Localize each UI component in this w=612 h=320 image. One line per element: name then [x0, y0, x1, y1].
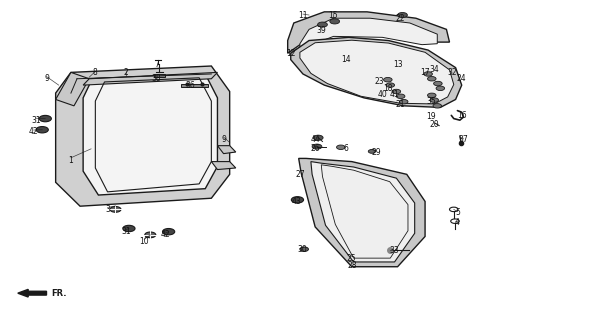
Text: 31: 31 — [121, 227, 131, 236]
Circle shape — [434, 81, 442, 86]
Text: 21: 21 — [396, 100, 405, 109]
Text: 44: 44 — [310, 135, 320, 144]
Polygon shape — [288, 12, 449, 53]
Circle shape — [291, 197, 304, 203]
Circle shape — [145, 232, 156, 238]
Circle shape — [384, 77, 392, 82]
Circle shape — [330, 19, 340, 24]
Circle shape — [318, 22, 327, 27]
Circle shape — [400, 100, 408, 104]
Circle shape — [397, 94, 405, 99]
Text: 6: 6 — [343, 144, 348, 153]
Circle shape — [123, 225, 135, 232]
Circle shape — [337, 145, 345, 149]
Text: 34: 34 — [430, 65, 439, 74]
Circle shape — [386, 83, 395, 87]
Polygon shape — [83, 74, 217, 195]
Text: 32: 32 — [448, 68, 457, 77]
Text: FR.: FR. — [51, 289, 66, 298]
Circle shape — [36, 126, 48, 133]
Polygon shape — [56, 72, 89, 106]
Polygon shape — [299, 158, 425, 267]
Circle shape — [110, 206, 121, 212]
Text: 8: 8 — [93, 68, 98, 77]
Polygon shape — [18, 289, 47, 297]
Text: 35: 35 — [427, 97, 436, 106]
Text: 22: 22 — [396, 14, 405, 23]
Circle shape — [368, 149, 376, 153]
Text: 17: 17 — [420, 68, 430, 77]
Text: 26: 26 — [310, 144, 320, 153]
Circle shape — [392, 89, 401, 94]
Circle shape — [163, 228, 174, 235]
Polygon shape — [56, 66, 230, 206]
Text: 9: 9 — [221, 135, 226, 144]
Text: 7: 7 — [154, 60, 159, 69]
Text: 36: 36 — [185, 81, 195, 90]
Circle shape — [313, 135, 323, 140]
Text: 4: 4 — [455, 218, 460, 227]
Polygon shape — [83, 72, 217, 85]
Text: 33: 33 — [390, 246, 400, 255]
Text: 28: 28 — [347, 261, 357, 270]
Polygon shape — [300, 40, 453, 104]
Polygon shape — [291, 37, 461, 108]
Polygon shape — [154, 74, 165, 76]
Text: 31: 31 — [31, 116, 41, 125]
Text: 27: 27 — [295, 170, 305, 179]
Text: 29: 29 — [371, 148, 381, 156]
Text: 23: 23 — [375, 77, 384, 86]
Text: 42: 42 — [161, 230, 170, 239]
Text: 37: 37 — [458, 135, 468, 144]
Polygon shape — [217, 146, 236, 154]
Text: 18: 18 — [384, 84, 393, 93]
Text: 10: 10 — [140, 237, 149, 246]
Text: 16: 16 — [457, 111, 466, 120]
Text: 13: 13 — [393, 60, 403, 69]
Text: 14: 14 — [341, 55, 351, 64]
Text: 2: 2 — [124, 68, 129, 77]
Text: 5: 5 — [455, 208, 460, 217]
Text: 38: 38 — [152, 74, 161, 83]
Text: 42: 42 — [29, 127, 39, 136]
Circle shape — [433, 104, 441, 108]
Circle shape — [312, 144, 322, 149]
Circle shape — [430, 98, 439, 102]
Text: 11: 11 — [298, 11, 308, 20]
Polygon shape — [311, 162, 415, 262]
Text: 25: 25 — [347, 254, 357, 263]
Text: 3: 3 — [105, 205, 110, 214]
Text: 19: 19 — [427, 113, 436, 122]
Text: 20: 20 — [430, 120, 439, 130]
Circle shape — [436, 86, 444, 91]
Circle shape — [428, 93, 436, 98]
Circle shape — [428, 76, 436, 81]
Polygon shape — [300, 18, 438, 50]
Circle shape — [424, 72, 433, 76]
Circle shape — [39, 116, 51, 122]
Text: 43: 43 — [291, 197, 301, 206]
Text: 41: 41 — [390, 90, 400, 99]
Polygon shape — [181, 84, 208, 87]
Text: 39: 39 — [316, 27, 326, 36]
Text: 12: 12 — [286, 49, 296, 58]
Text: 9: 9 — [44, 74, 49, 83]
Text: 1: 1 — [69, 156, 73, 164]
Circle shape — [398, 12, 408, 18]
Circle shape — [300, 247, 308, 252]
Text: 15: 15 — [329, 11, 338, 20]
Text: 40: 40 — [378, 90, 387, 99]
Text: 30: 30 — [297, 245, 307, 254]
Polygon shape — [211, 162, 236, 170]
Text: 24: 24 — [457, 74, 466, 83]
